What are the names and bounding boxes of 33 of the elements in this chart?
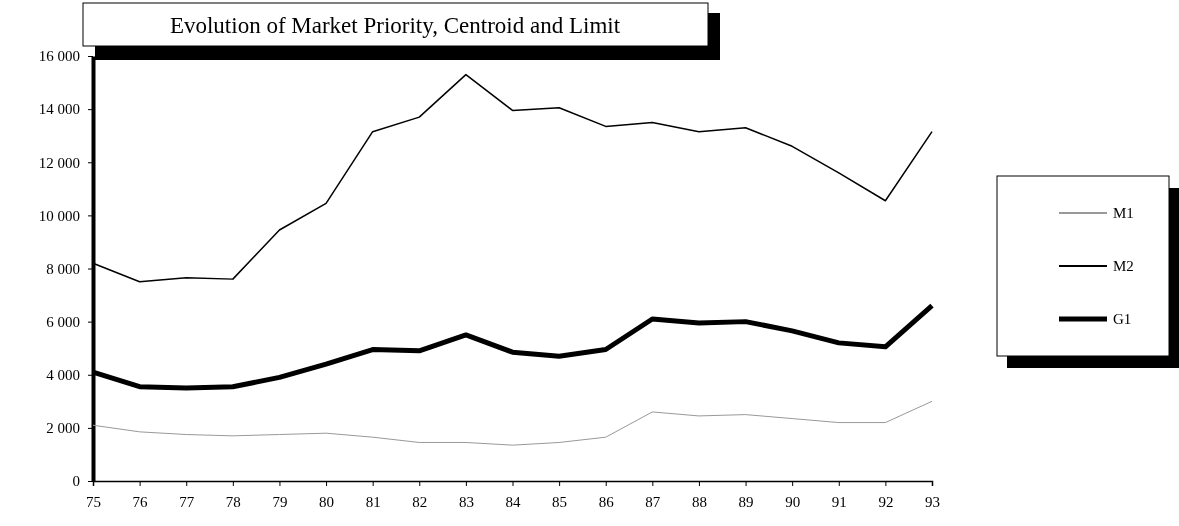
x-tick-label: 80 xyxy=(319,493,335,510)
x-tick-label: 89 xyxy=(738,493,754,510)
y-tick-label: 2 000 xyxy=(46,420,80,437)
y-tick-label: 10 000 xyxy=(38,207,80,224)
x-tick-label: 84 xyxy=(505,493,521,510)
y-tick-label: 14 000 xyxy=(38,101,80,118)
x-tick-label: 78 xyxy=(225,493,241,510)
x-tick-label: 92 xyxy=(878,493,894,510)
x-tick-label: 87 xyxy=(645,493,661,510)
y-tick-label: 12 000 xyxy=(38,154,80,171)
x-tick-label: 93 xyxy=(925,493,940,510)
x-tick-label: 88 xyxy=(691,493,707,510)
x-tick-label: 91 xyxy=(831,493,847,510)
y-tick-label: 16 000 xyxy=(38,48,80,65)
x-tick-label: 83 xyxy=(458,493,474,510)
legend-label: G1 xyxy=(1113,311,1132,327)
x-tick-label: 76 xyxy=(132,493,149,510)
chart-title: Evolution of Market Priority, Centroid and Limit xyxy=(169,13,621,38)
y-tick-label: 4 000 xyxy=(46,367,80,384)
y-tick-label: 8 000 xyxy=(46,260,80,277)
x-tick-label: 75 xyxy=(86,493,101,510)
legend-label: M1 xyxy=(1113,205,1134,221)
x-tick-label: 81 xyxy=(365,493,381,510)
x-tick-label: 86 xyxy=(598,493,615,510)
y-tick-label: 0 xyxy=(72,473,80,490)
y-tick-label: 6 000 xyxy=(46,313,80,330)
x-tick-label: 85 xyxy=(552,493,568,510)
x-tick-label: 82 xyxy=(412,493,428,510)
x-tick-label: 79 xyxy=(272,493,288,510)
legend-label: M2 xyxy=(1113,258,1134,274)
line-series xyxy=(92,400,933,446)
x-tick-label: 90 xyxy=(785,493,801,510)
x-tick-label: 77 xyxy=(179,493,195,510)
